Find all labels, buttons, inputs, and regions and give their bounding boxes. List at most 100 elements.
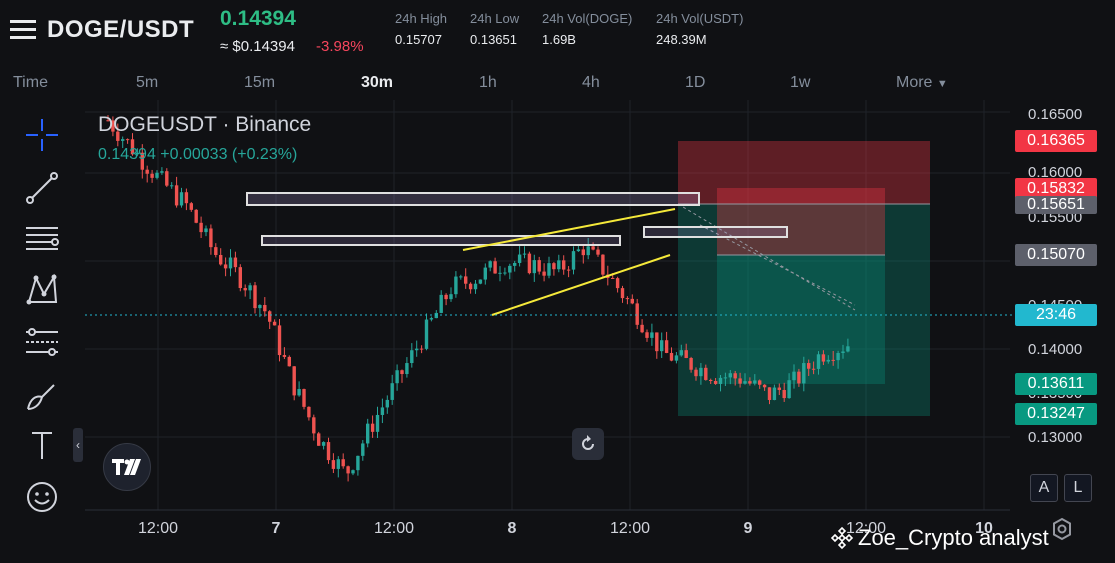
- emoji-tool[interactable]: [20, 475, 64, 519]
- candle-body: [821, 354, 826, 362]
- candle-body: [419, 348, 424, 350]
- binance-logo-icon: [830, 526, 854, 550]
- wedge-upper-trendline[interactable]: [462, 208, 676, 251]
- crosshair-tool[interactable]: [20, 113, 64, 157]
- reset-chart-button[interactable]: [572, 428, 604, 460]
- target-zone-inner[interactable]: [717, 255, 885, 384]
- brush-icon: [27, 384, 55, 410]
- xabcd-pattern-icon: [26, 273, 58, 305]
- candle-body: [655, 332, 659, 352]
- candle-body: [591, 246, 595, 250]
- candle-body: [615, 278, 620, 289]
- candle-body: [468, 283, 473, 290]
- candle-body: [405, 363, 409, 375]
- wedge-lower-trendline[interactable]: [491, 254, 671, 316]
- resistance-box-1[interactable]: [246, 192, 700, 206]
- candle-body: [552, 263, 556, 270]
- tab-4h[interactable]: 4h: [582, 74, 600, 91]
- tab-time[interactable]: Time: [13, 74, 48, 91]
- candle-body: [130, 139, 135, 155]
- stat-value: 248.39M: [656, 32, 707, 47]
- text-icon: [32, 432, 52, 459]
- candle-body: [292, 366, 296, 396]
- candle-body: [767, 387, 772, 400]
- candlestick-series: [106, 115, 850, 482]
- candle-body: [351, 470, 355, 474]
- tradingview-logo[interactable]: [103, 443, 151, 491]
- candle-body: [738, 378, 742, 384]
- auto-scale-button[interactable]: A: [1030, 474, 1058, 502]
- candle-body: [174, 185, 179, 206]
- pattern-tool[interactable]: [20, 268, 64, 312]
- candle-body: [792, 371, 796, 381]
- pair-title[interactable]: DOGE/USDT: [47, 16, 195, 43]
- candle-body: [184, 192, 189, 204]
- trendline-tool[interactable]: [20, 166, 64, 210]
- candle-body: [253, 285, 257, 309]
- tab-30m[interactable]: 30m: [361, 74, 394, 91]
- stat-24h-vol-quote: 24h Vol(USDT) 248.39M: [656, 11, 743, 47]
- candle-body: [395, 370, 399, 384]
- projection-line-2: [699, 224, 856, 306]
- tab-15m[interactable]: 15m: [244, 74, 276, 91]
- candle-body: [542, 271, 546, 276]
- resistance-box-2[interactable]: [261, 235, 621, 246]
- stat-value: 0.15707: [395, 32, 442, 47]
- more-label: More: [896, 74, 933, 91]
- candle-body: [625, 298, 630, 300]
- resistance-box-3[interactable]: [643, 226, 788, 238]
- symbol-title[interactable]: DOGEUSDT · Binance: [98, 113, 312, 136]
- tab-1h[interactable]: 1h: [479, 74, 497, 91]
- candle-body: [728, 373, 732, 378]
- candle-body: [679, 350, 683, 356]
- candle-body: [503, 272, 507, 274]
- tab-5m[interactable]: 5m: [136, 74, 159, 91]
- candle-body: [723, 377, 728, 379]
- candle-body: [326, 442, 331, 461]
- candle-body: [233, 257, 238, 268]
- candle-body: [297, 389, 301, 396]
- brush-tool[interactable]: [20, 373, 64, 417]
- candle-body: [454, 276, 458, 295]
- candle-body: [586, 246, 590, 256]
- candle-body: [517, 254, 522, 263]
- candle-body: [596, 249, 600, 255]
- candle-body: [214, 247, 218, 255]
- stop-zone-outer[interactable]: [678, 141, 930, 204]
- stat-value: 0.13651: [470, 32, 517, 47]
- candle-body: [346, 466, 350, 474]
- log-scale-button[interactable]: L: [1064, 474, 1092, 502]
- text-tool[interactable]: [20, 423, 64, 467]
- candle-body: [189, 203, 193, 210]
- tab-1d[interactable]: 1D: [685, 74, 706, 91]
- stop-zone-inner[interactable]: [717, 188, 885, 255]
- candle-body: [694, 369, 698, 377]
- candle-body: [601, 254, 605, 275]
- candle-body: [258, 305, 262, 309]
- long-position-icon: [26, 328, 58, 356]
- candle-body: [571, 251, 576, 270]
- x-tick: 7: [271, 520, 281, 537]
- candle-body: [758, 380, 762, 385]
- quote-line: 0.14394 +0.00033 (+0.23%): [98, 146, 298, 163]
- candle-body: [400, 370, 404, 375]
- projection-line-1: [677, 203, 856, 311]
- candle-body: [816, 354, 821, 369]
- prediction-tool[interactable]: [20, 320, 64, 364]
- candle-body: [155, 172, 159, 178]
- candle-body: [581, 249, 585, 256]
- fib-tool[interactable]: [20, 216, 64, 260]
- menu-icon[interactable]: [10, 18, 36, 42]
- tab-1w[interactable]: 1w: [790, 74, 811, 91]
- settings-icon[interactable]: [1050, 517, 1074, 541]
- candle-body: [674, 355, 679, 361]
- caret-down-icon: ▼: [936, 78, 948, 90]
- candle-body: [669, 352, 674, 361]
- candle-body: [375, 414, 380, 432]
- candle-body: [111, 120, 115, 132]
- tab-more[interactable]: More ▼: [896, 74, 948, 92]
- collapse-toolbar-button[interactable]: ‹: [73, 428, 83, 462]
- candle-body: [478, 279, 483, 284]
- candle-body: [473, 283, 478, 290]
